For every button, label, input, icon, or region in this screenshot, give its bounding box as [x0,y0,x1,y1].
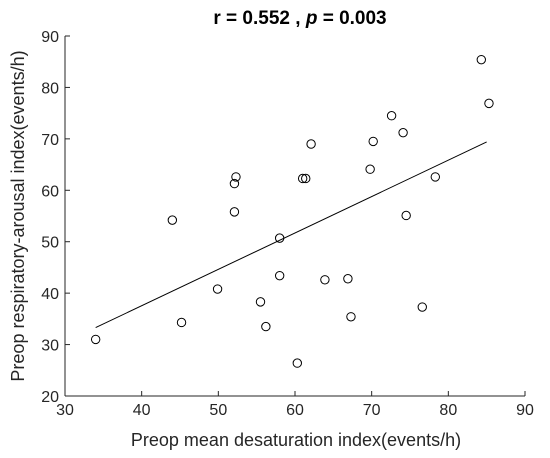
x-tick-label: 30 [56,402,74,419]
y-tick-label: 40 [41,286,59,303]
data-point [301,173,311,184]
data-point [306,139,316,149]
y-tick-label: 80 [41,80,59,97]
data-point [274,270,285,281]
y-axis-label: Preop respiratory-arousal index(events/h… [8,50,28,381]
title-p-symbol: p [305,8,318,29]
y-tick-label: 30 [41,338,59,355]
data-point [167,215,178,225]
data-point [292,358,302,368]
x-tick-label: 90 [516,402,534,419]
x-tick-label: 40 [133,402,151,419]
data-point [274,233,285,243]
y-tick-label: 50 [41,235,59,252]
regression-line [95,141,487,329]
data-point [212,284,223,294]
data-point [255,297,266,307]
data-point [484,98,494,109]
data-point [297,173,308,184]
title-r-part: r = 0.552 , [213,8,305,29]
data-point [476,54,486,65]
title-p-part: = 0.003 [317,8,386,29]
y-tick-label: 90 [41,29,59,46]
data-point [386,111,397,121]
data-point [401,210,411,221]
y-tick-label: 70 [41,132,59,149]
x-axis-label: Preop mean desaturation index(events/h) [131,430,461,450]
data-point [90,334,101,345]
y-tick-label: 20 [41,389,59,406]
x-tick-label: 70 [363,402,381,419]
data-point [346,312,356,322]
data-point [261,321,271,332]
data-point [229,178,240,189]
x-tick-label: 50 [209,402,227,419]
data-point [398,127,408,138]
data-point [320,275,330,285]
data-point [229,207,240,217]
data-point [430,172,440,182]
data-point [417,302,427,312]
x-tick-label: 60 [286,402,304,419]
chart-title: r = 0.552 , p = 0.003 [213,8,386,29]
x-tick-label: 80 [439,402,457,419]
data-point [368,136,378,147]
data-point [343,274,353,284]
y-tick-label: 60 [41,183,59,200]
data-point [231,172,241,182]
data-point [365,164,375,174]
data-point [176,317,187,328]
